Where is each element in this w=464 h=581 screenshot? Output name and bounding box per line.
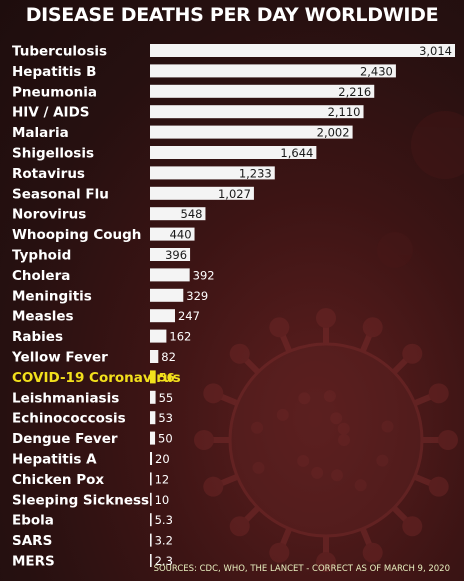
bar [150, 166, 275, 180]
category-label: SARS [12, 533, 52, 549]
value-label: 440 [170, 228, 192, 242]
bar [150, 268, 190, 282]
category-label: Yellow Fever [11, 350, 108, 366]
value-label: 20 [155, 452, 170, 466]
bar [150, 84, 375, 98]
category-label: Meningitis [12, 288, 92, 304]
category-label: Norovirus [12, 207, 86, 223]
value-label: 247 [178, 309, 200, 323]
category-label: Shigellosis [12, 146, 94, 162]
bar [150, 472, 152, 486]
value-label: 2.3 [155, 554, 173, 568]
category-label: Measles [12, 309, 74, 325]
bar [150, 554, 152, 567]
bar [150, 44, 455, 57]
category-label: Echinococcosis [12, 411, 126, 427]
value-label: 1,027 [218, 187, 251, 201]
category-label: Chicken Pox [12, 472, 104, 488]
value-label: 548 [181, 207, 203, 221]
value-label: 10 [155, 493, 170, 507]
value-label: 329 [186, 289, 208, 303]
bar [150, 492, 152, 506]
bar [150, 146, 317, 159]
bar [150, 309, 175, 323]
bar [150, 125, 353, 139]
category-label: Whooping Cough [12, 227, 141, 243]
bar [150, 329, 167, 343]
value-label: 2,216 [338, 85, 371, 99]
value-label: 56 [159, 370, 175, 384]
value-label: 392 [193, 268, 215, 282]
value-label: 5.3 [155, 513, 173, 527]
bar [150, 431, 156, 445]
bar [150, 288, 184, 302]
bar [150, 390, 156, 404]
bar [150, 64, 396, 78]
bar [150, 370, 156, 384]
value-label: 2,002 [317, 126, 350, 140]
value-label: 53 [158, 411, 173, 425]
category-label: Rabies [12, 329, 63, 345]
category-label: Leishmaniasis [12, 390, 119, 406]
value-label: 2,110 [328, 105, 361, 119]
category-label: Typhoid [12, 248, 71, 264]
value-label: 162 [169, 330, 191, 344]
category-label: Sleeping Sickness [12, 492, 149, 508]
value-label: 55 [159, 391, 174, 405]
value-label: 1,644 [280, 146, 313, 160]
value-label: 1,233 [239, 166, 272, 180]
bar [150, 186, 254, 200]
category-label: Seasonal Flu [12, 186, 109, 202]
value-label: 82 [161, 350, 176, 364]
category-label: Pneumonia [12, 84, 97, 100]
category-label: Cholera [12, 268, 70, 284]
category-label: HIV / AIDS [12, 105, 90, 121]
bar [150, 207, 206, 221]
value-label: 12 [155, 472, 170, 486]
category-label: Tuberculosis [12, 44, 107, 60]
value-label: 3,014 [419, 44, 452, 58]
bar [150, 350, 159, 363]
category-label: Rotavirus [12, 166, 85, 182]
bar [150, 533, 152, 547]
category-label: Malaria [12, 125, 69, 141]
value-label: 2,430 [360, 64, 393, 78]
value-label: 3.2 [155, 534, 173, 548]
category-label: COVID-19 Coronavirus [12, 370, 181, 386]
bar [150, 411, 156, 425]
category-label: Hepatitis A [12, 452, 97, 468]
category-label: MERS [12, 554, 55, 570]
bar [150, 227, 195, 241]
source-note: SOURCES: CDC, WHO, THE LANCET - CORRECT … [153, 564, 450, 574]
bar [150, 452, 153, 465]
category-label: Ebola [12, 513, 54, 529]
category-label: Hepatitis B [12, 64, 96, 80]
category-label: Dengue Fever [12, 431, 118, 447]
value-label: 50 [158, 432, 173, 446]
value-label: 396 [165, 248, 187, 262]
chart-title: DISEASE DEATHS PER DAY WORLDWIDE [25, 4, 439, 26]
bar [150, 105, 364, 119]
bar [150, 513, 152, 527]
bar [150, 248, 191, 261]
